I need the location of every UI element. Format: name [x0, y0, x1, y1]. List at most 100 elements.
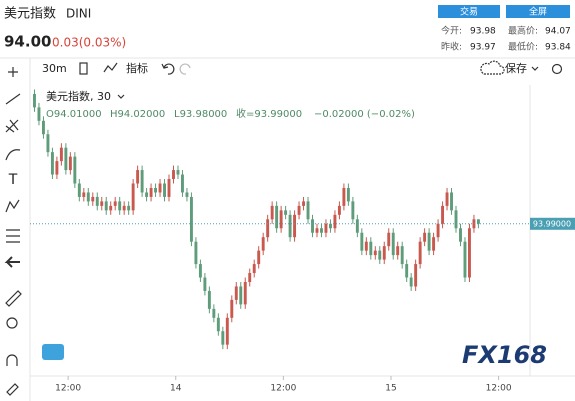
candle-body [167, 179, 171, 197]
price: 94.00 [4, 33, 51, 51]
candle-body [50, 152, 54, 175]
candle-body [113, 201, 117, 206]
candle-body [351, 201, 355, 220]
indicator-icon[interactable] [103, 62, 118, 73]
legend-low: L93.98000 [174, 109, 227, 120]
candle-body [73, 156, 77, 184]
candle-body [400, 246, 404, 265]
candle-body [59, 147, 63, 162]
candle-body [122, 205, 126, 211]
symbol-name: 美元指数 [4, 7, 56, 22]
candle-body [68, 156, 72, 171]
stat-value: 93.98 [470, 27, 496, 37]
x-tick-label: 14 [170, 384, 182, 394]
legend-open: O94.01000 [46, 109, 102, 120]
brush-tool[interactable] [5, 149, 21, 161]
stat-value: 93.84 [545, 43, 571, 53]
candle-body [454, 210, 458, 229]
chart-type-icon[interactable] [79, 62, 88, 75]
candle-body [185, 192, 189, 197]
interval-button[interactable]: 30m [42, 62, 67, 75]
magnet-tool[interactable] [6, 354, 18, 366]
candle-body [243, 281, 247, 305]
fib-tool[interactable] [5, 119, 19, 133]
candle-body [423, 232, 427, 242]
candle-body [459, 228, 462, 242]
ruler-tool[interactable] [5, 290, 22, 307]
stat-label: 今开: [441, 25, 462, 37]
candle-body [427, 232, 431, 251]
candle-body [279, 210, 283, 229]
candle-body [382, 246, 386, 260]
candle-body [320, 228, 323, 233]
zoom-tool[interactable] [6, 317, 18, 329]
redo-icon[interactable] [179, 63, 191, 75]
stat-label: 最低价: [508, 41, 538, 53]
x-tick-label: 12:00 [270, 384, 296, 394]
candle-body [37, 107, 41, 121]
candle-body [118, 201, 122, 211]
stat-label: 最高价: [508, 25, 538, 37]
candle-body [324, 223, 328, 233]
x-tick-label: 15 [385, 384, 396, 394]
legend-change: −0.02000 (−0.02%) [314, 109, 415, 120]
save-dropdown[interactable] [531, 66, 539, 71]
candle-body [418, 241, 422, 265]
pattern-tool[interactable] [5, 199, 20, 213]
candle-body [306, 201, 310, 220]
candle-body [55, 161, 59, 175]
candle-body [239, 286, 243, 305]
drawing-tools: T [4, 67, 22, 396]
candle-body [396, 246, 400, 256]
candle-body [95, 196, 99, 206]
cloud-icon[interactable] [480, 60, 505, 75]
legend-dropdown[interactable] [117, 94, 125, 99]
undo-icon[interactable] [161, 63, 175, 75]
indicator-button[interactable]: 指标 [126, 61, 148, 75]
candle-body [46, 134, 50, 153]
candle-body [391, 232, 395, 256]
logo: FX168 [462, 341, 547, 369]
candle-body [212, 308, 216, 318]
candle-body [297, 205, 301, 215]
snapshot-button[interactable] [42, 344, 64, 360]
candle-body [149, 187, 153, 197]
candle-body [409, 277, 413, 287]
candle-body [86, 192, 90, 202]
trade-button-label[interactable]: 交易 [460, 6, 478, 18]
candle-body [203, 277, 207, 291]
candle-body [266, 219, 270, 238]
candle-body [346, 187, 350, 202]
candle-body [140, 170, 144, 193]
candle-body [293, 214, 297, 238]
back-tool[interactable] [4, 256, 20, 268]
candle-body [333, 214, 337, 229]
candle-body [207, 290, 211, 309]
x-tick-label: 12:00 [486, 384, 512, 394]
candle-body [216, 317, 220, 332]
settings-icon[interactable] [551, 63, 563, 75]
candle-body [109, 205, 113, 211]
text-tool[interactable]: T [8, 172, 18, 188]
candle-body [64, 147, 68, 171]
save-button[interactable]: 保存 [505, 61, 527, 75]
line-tool[interactable] [5, 93, 21, 105]
candle-body [445, 192, 449, 206]
candle-body [364, 241, 368, 251]
candle-body [77, 183, 81, 197]
candle-body [194, 241, 198, 265]
candle-body [234, 286, 238, 300]
fullscreen-button-label[interactable]: 全屏 [529, 6, 547, 18]
crosshair-tool[interactable] [8, 67, 18, 77]
trade-button[interactable] [438, 5, 500, 18]
lock-tool[interactable] [6, 383, 19, 396]
candle-body [441, 205, 445, 224]
candle-body [450, 192, 453, 211]
candle-body [221, 331, 225, 345]
fullscreen-button[interactable] [506, 5, 570, 18]
candle-body [163, 183, 166, 197]
candle-body [172, 170, 175, 180]
forecast-tool[interactable] [6, 229, 20, 243]
candle-body [33, 93, 36, 108]
